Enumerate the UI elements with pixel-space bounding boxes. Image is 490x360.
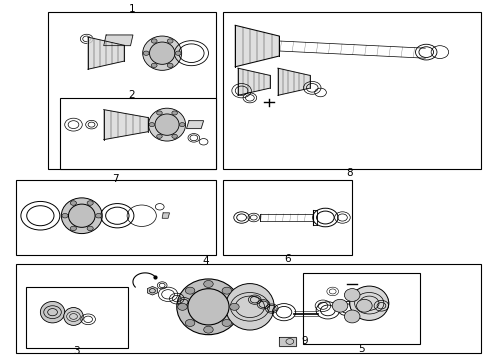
Circle shape: [204, 280, 213, 287]
Bar: [16, 264, 481, 353]
Bar: [16, 180, 216, 255]
Polygon shape: [88, 37, 124, 69]
Circle shape: [204, 326, 213, 333]
Circle shape: [62, 213, 68, 218]
Ellipse shape: [188, 289, 229, 325]
Circle shape: [178, 303, 187, 310]
Circle shape: [157, 134, 162, 138]
Polygon shape: [187, 121, 203, 129]
Text: 2: 2: [129, 90, 135, 100]
Circle shape: [175, 51, 181, 55]
Polygon shape: [104, 35, 133, 46]
Ellipse shape: [69, 204, 95, 227]
Circle shape: [172, 134, 177, 138]
Ellipse shape: [148, 108, 186, 141]
Polygon shape: [279, 337, 296, 346]
Bar: [223, 180, 352, 255]
Ellipse shape: [177, 279, 240, 335]
Circle shape: [71, 201, 76, 205]
Circle shape: [149, 123, 155, 127]
Text: 5: 5: [359, 343, 365, 354]
Text: 9: 9: [301, 337, 308, 346]
Circle shape: [172, 111, 177, 115]
Ellipse shape: [350, 286, 389, 320]
Ellipse shape: [155, 114, 179, 135]
Bar: [26, 287, 128, 348]
Text: 4: 4: [203, 256, 209, 266]
Ellipse shape: [344, 310, 360, 323]
Circle shape: [185, 319, 195, 327]
Ellipse shape: [357, 299, 372, 312]
Circle shape: [87, 226, 93, 231]
Polygon shape: [147, 287, 157, 295]
Bar: [303, 273, 420, 344]
Ellipse shape: [225, 284, 274, 330]
Circle shape: [167, 39, 173, 43]
Ellipse shape: [64, 307, 83, 325]
Polygon shape: [162, 213, 170, 218]
Ellipse shape: [61, 198, 102, 234]
Bar: [223, 12, 481, 169]
Circle shape: [230, 303, 239, 310]
Circle shape: [222, 287, 232, 294]
Text: 3: 3: [74, 346, 80, 356]
Circle shape: [157, 111, 162, 115]
Bar: [48, 12, 216, 169]
Ellipse shape: [40, 301, 65, 323]
Bar: [60, 98, 216, 169]
Circle shape: [185, 287, 195, 294]
Text: 1: 1: [129, 4, 135, 14]
Ellipse shape: [332, 299, 348, 312]
Ellipse shape: [143, 36, 182, 70]
Ellipse shape: [344, 289, 360, 301]
Circle shape: [167, 63, 173, 68]
Polygon shape: [104, 110, 147, 140]
Circle shape: [222, 319, 232, 327]
Circle shape: [143, 51, 149, 55]
Circle shape: [87, 201, 93, 205]
Text: 6: 6: [284, 253, 291, 264]
Circle shape: [151, 63, 157, 68]
Text: 7: 7: [113, 174, 119, 184]
Ellipse shape: [149, 42, 175, 64]
Text: 8: 8: [346, 168, 353, 178]
Circle shape: [179, 123, 185, 127]
Circle shape: [71, 226, 76, 231]
Polygon shape: [238, 68, 270, 95]
Polygon shape: [235, 25, 279, 67]
Circle shape: [96, 213, 101, 218]
Polygon shape: [278, 68, 310, 95]
Circle shape: [151, 39, 157, 43]
